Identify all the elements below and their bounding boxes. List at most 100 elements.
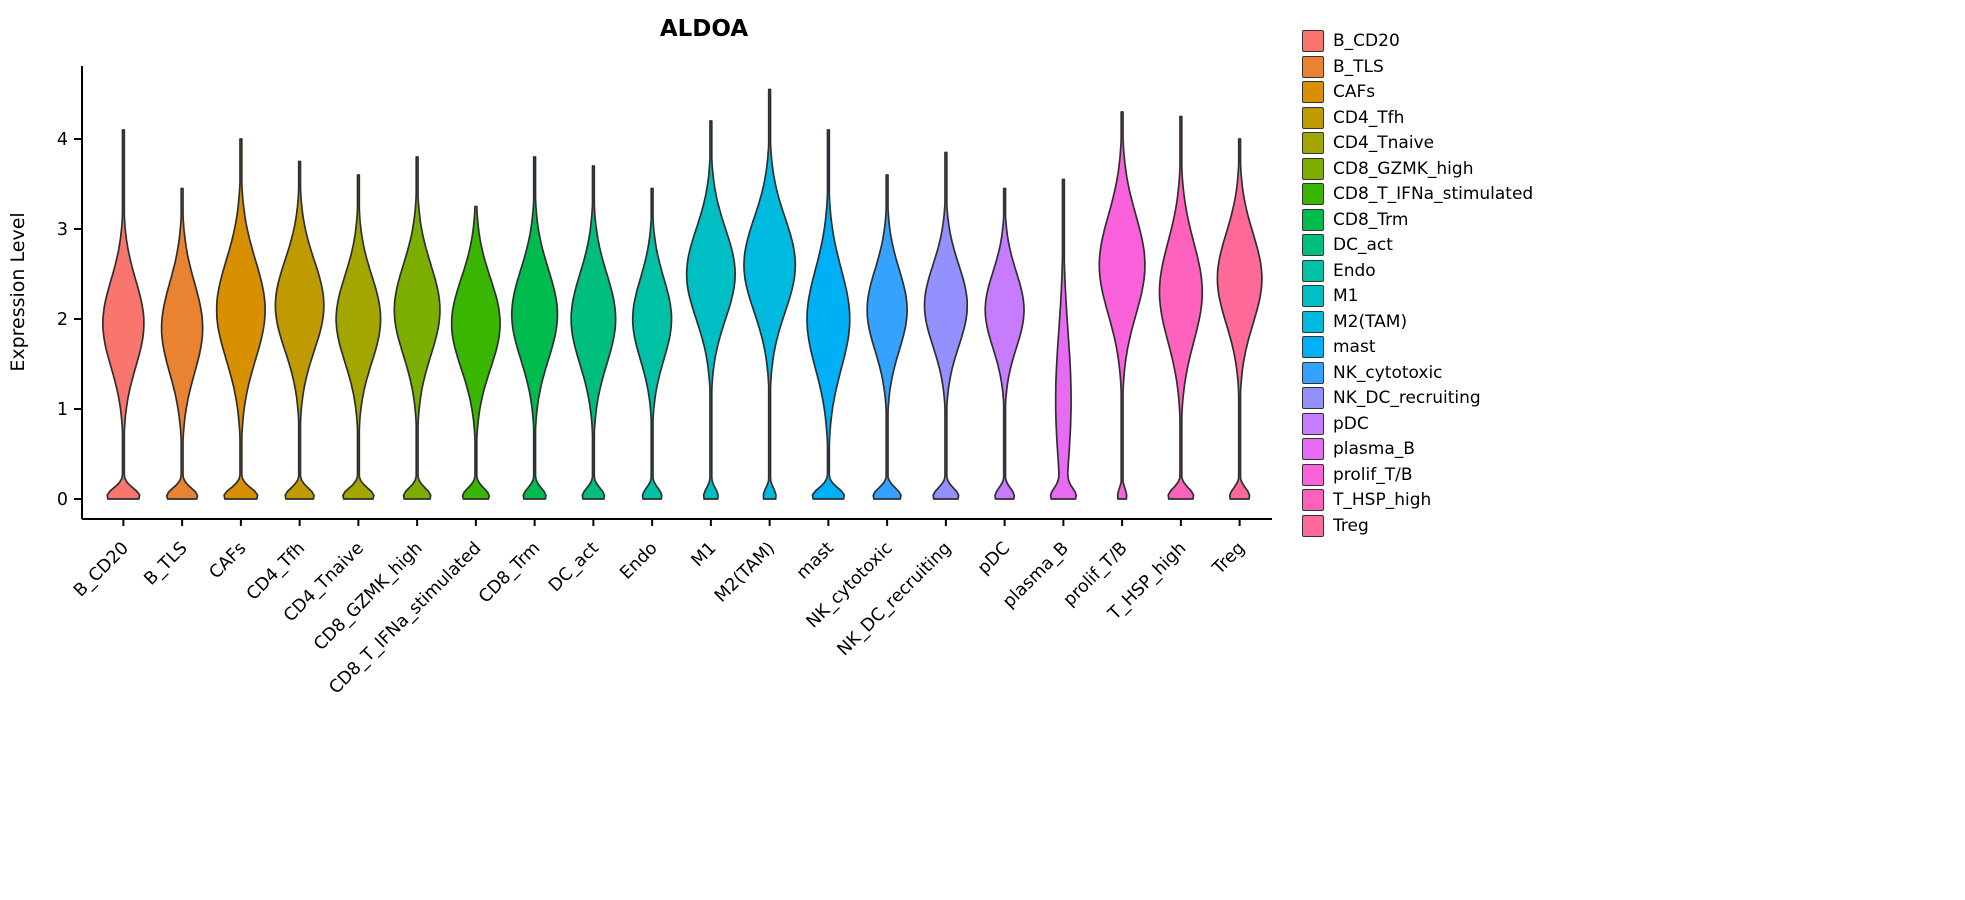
legend-swatch	[1302, 259, 1324, 282]
legend-label: M1	[1333, 286, 1359, 306]
violin-Treg	[1216, 138, 1263, 500]
violin-CD4_Tnaive	[335, 174, 382, 500]
legend-swatch	[1302, 336, 1324, 358]
violin-DC_act	[570, 165, 617, 500]
x-tick-label: B_TLS	[141, 538, 192, 589]
legend-label: CD8_Trm	[1333, 209, 1409, 230]
legend-item: mast	[1302, 336, 1533, 358]
legend-swatch	[1302, 310, 1324, 333]
legend-swatch	[1302, 81, 1324, 103]
violin-NK_DC_recruiting	[923, 151, 969, 500]
x-tick-label: pDC	[974, 538, 1014, 578]
x-tick-label: CD8_Trm	[475, 538, 544, 607]
violin-B_TLS	[160, 187, 204, 500]
legend-item: M1	[1302, 285, 1533, 307]
x-tick-label: B_CD20	[70, 538, 133, 601]
legend-item: CD8_T_IFNa_stimulated	[1302, 183, 1533, 205]
x-tick-label: DC_act	[545, 538, 603, 596]
legend-label: T_HSP_high	[1333, 490, 1432, 510]
legend-item: Treg	[1302, 514, 1533, 537]
violin-mast	[806, 129, 851, 500]
legend-item: CD4_Tfh	[1302, 106, 1533, 129]
violin-plot: ALDOA Expression Level 0 1 2 3 4 B_CD20 B_TLS…	[7, 16, 1272, 698]
legend-swatch	[1302, 208, 1324, 231]
legend-swatch	[1302, 30, 1324, 52]
legend-label: prolif_T/B	[1333, 464, 1413, 485]
y-tick-label: 1	[57, 400, 68, 420]
legend-item: CD4_Tnaive	[1302, 132, 1533, 154]
legend-item: plasma_B	[1302, 438, 1533, 460]
violins	[102, 88, 1263, 500]
legend-swatch	[1302, 55, 1324, 78]
x-tick-label: CAFs	[206, 538, 251, 583]
y-tick-label: 0	[57, 490, 68, 510]
violin-CD8_GZMK_high	[393, 156, 441, 500]
legend-item: Endo	[1302, 259, 1533, 282]
x-tick-label: Treg	[1208, 538, 1249, 579]
legend-label: Treg	[1333, 515, 1369, 536]
legend-swatch	[1302, 183, 1324, 205]
y-tick-label: 3	[57, 220, 68, 240]
legend-item: CD8_Trm	[1302, 208, 1533, 231]
legend-label: NK_cytotoxic	[1333, 362, 1443, 383]
legend-swatch	[1302, 412, 1324, 435]
x-tick-label: CD8_GZMK_high	[310, 538, 426, 654]
violin-plasma_B	[1049, 178, 1078, 500]
legend-item: prolif_T/B	[1302, 463, 1533, 486]
axes: 0 1 2 3 4	[57, 66, 1272, 526]
legend-label: mast	[1333, 337, 1376, 357]
legend-label: CD8_T_IFNa_stimulated	[1333, 184, 1534, 204]
violin-CAFs	[215, 138, 266, 500]
legend-label: M2(TAM)	[1333, 311, 1408, 332]
violin-prolif_T/B	[1098, 111, 1146, 500]
violin-CD8_Trm	[510, 156, 559, 500]
violin-CD8_T_IFNa_stimulated	[450, 205, 501, 500]
legend-label: B_TLS	[1333, 56, 1384, 77]
violin-NK_cytotoxic	[866, 174, 908, 500]
legend-swatch	[1302, 157, 1324, 180]
legend-swatch	[1302, 463, 1324, 486]
plot-title: ALDOA	[660, 16, 748, 42]
legend-item: B_CD20	[1302, 30, 1533, 52]
legend-swatch	[1302, 361, 1324, 384]
legend-label: DC_act	[1333, 235, 1393, 255]
x-tick-label: M2(TAM)	[711, 538, 779, 606]
y-axis-label: Expression Level	[7, 212, 29, 371]
legend-label: CAFs	[1333, 82, 1376, 102]
x-axis-labels: B_CD20 B_TLS CAFsCD4_TfhCD4_TnaiveCD8_GZMK…	[70, 538, 1249, 698]
x-tick-label: mast	[793, 538, 838, 583]
legend-label: CD4_Tfh	[1333, 107, 1405, 128]
legend-label: Endo	[1333, 260, 1376, 281]
violin-T_HSP_high	[1158, 115, 1204, 500]
violin-Endo	[631, 187, 673, 500]
x-tick-label: M1	[688, 538, 721, 571]
legend-item: DC_act	[1302, 234, 1533, 256]
violin-M2(TAM)	[743, 88, 797, 500]
legend-label: CD8_GZMK_high	[1333, 158, 1474, 179]
legend-label: NK_DC_recruiting	[1333, 388, 1481, 408]
legend-item: M2(TAM)	[1302, 310, 1533, 333]
legend-item: B_TLS	[1302, 55, 1533, 78]
legend: B_CD20 B_TLS CAFs CD4_Tfh CD4_Tnaive CD8_GZMK…	[1302, 30, 1533, 537]
legend-label: CD4_Tnaive	[1333, 133, 1435, 153]
legend-swatch	[1302, 285, 1324, 307]
y-tick-label: 2	[57, 310, 68, 330]
violin-CD4_Tfh	[274, 160, 325, 500]
y-tick-label: 4	[57, 130, 68, 150]
violin-M1	[685, 120, 736, 500]
legend-item: CAFs	[1302, 81, 1533, 103]
legend-item: pDC	[1302, 412, 1533, 435]
violin-pDC	[984, 187, 1025, 500]
legend-swatch	[1302, 514, 1324, 537]
legend-swatch	[1302, 234, 1324, 256]
violin-B_CD20	[102, 129, 145, 500]
legend-item: CD8_GZMK_high	[1302, 157, 1533, 180]
x-tick-label: Endo	[616, 538, 661, 583]
legend-label: pDC	[1333, 413, 1369, 434]
legend-item: NK_cytotoxic	[1302, 361, 1533, 384]
legend-swatch	[1302, 438, 1324, 460]
legend-swatch	[1302, 489, 1324, 511]
legend-label: plasma_B	[1333, 439, 1415, 459]
legend-item: NK_DC_recruiting	[1302, 387, 1533, 409]
